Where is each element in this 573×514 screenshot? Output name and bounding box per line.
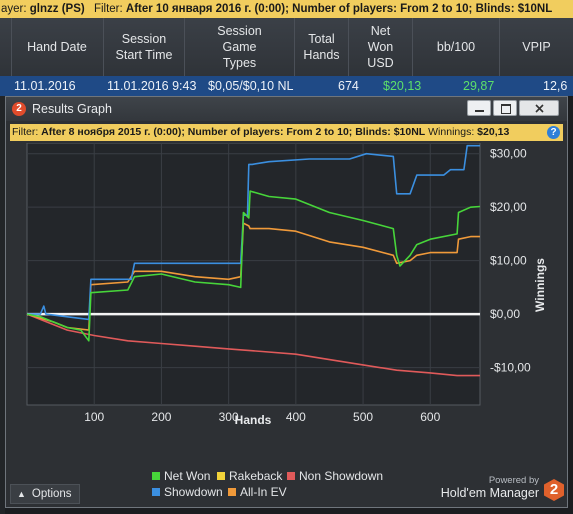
x-tick-label: 500: [353, 410, 373, 424]
winnings-value: $20,13: [477, 126, 510, 138]
y-tick-label: $10,00: [490, 254, 527, 268]
col-total-hands[interactable]: Total Hands: [295, 18, 349, 76]
legend-swatch: [217, 472, 225, 480]
y-axis-ticks: $30,00 $20,00 $10,00 $0,00 -$10,00: [490, 147, 531, 375]
chevron-up-icon: ▲: [17, 489, 26, 499]
y-tick-label: $20,00: [490, 200, 527, 214]
maximize-button[interactable]: [493, 100, 517, 116]
x-axis-ticks: 100 200 300 400 500 600: [84, 410, 440, 424]
x-tick-label: 300: [219, 410, 239, 424]
header-corner: [0, 18, 12, 76]
results-chart: 100 200 300 400 500 600 $30,00 $20,00 $10,00 $0,…: [26, 143, 547, 427]
col-hand-date[interactable]: Hand Date: [11, 18, 104, 76]
series-line-non-showdown: [26, 313, 480, 377]
col-vpip[interactable]: VPIP: [522, 40, 551, 54]
col-session-game-types[interactable]: Session Game Types: [185, 18, 295, 76]
close-button[interactable]: [519, 100, 559, 116]
window-titlebar[interactable]: 2 Results Graph: [6, 97, 567, 121]
cell-bb100: 29,87: [463, 79, 495, 93]
cell-total-hands: 674: [338, 79, 359, 93]
x-tick-label: 400: [286, 410, 306, 424]
cell-net-won: $20,13: [383, 79, 422, 93]
minimize-icon: [475, 110, 484, 112]
plot-area: [26, 143, 481, 406]
graph-filter-bar: Filter: After 8 ноября 2015 г. (0:00); N…: [10, 124, 563, 141]
y-tick-label: $0,00: [490, 307, 520, 321]
powered-by-label: Powered by: [488, 475, 539, 486]
series-line-showdown: [27, 144, 480, 321]
window-title: Results Graph: [32, 102, 112, 116]
options-button[interactable]: ▲ Options: [10, 484, 80, 504]
legend-non-showdown[interactable]: Non Showdown: [287, 469, 383, 483]
col-session-start-time[interactable]: Session Start Time: [104, 18, 185, 76]
player-name: glnzz (PS): [29, 3, 85, 15]
y-axis-label: Winnings: [533, 258, 547, 312]
legend-swatch: [152, 472, 160, 480]
cell-game-types: $0,05/$0,10 NL: [208, 79, 294, 93]
x-axis-label: Hands: [235, 413, 272, 427]
x-tick-label: 600: [420, 410, 440, 424]
legend-rakeback[interactable]: Rakeback: [217, 469, 282, 483]
legend-swatch: [152, 488, 160, 496]
hem-logo-icon: 2: [544, 479, 564, 501]
minimize-button[interactable]: [467, 100, 491, 116]
series-line-all-in-ev: [26, 222, 480, 331]
cell-hand-date: 11.01.2016: [14, 79, 76, 93]
col-net-won-usd[interactable]: Net Won USD: [349, 18, 413, 76]
y-tick-label: $30,00: [490, 147, 527, 161]
player-label: ayer:: [1, 3, 27, 15]
hm2-logo-icon: 2: [12, 102, 26, 116]
close-icon: [535, 104, 544, 113]
results-graph-window[interactable]: 2 Results Graph Filter: After 8 ноября 2…: [5, 96, 568, 508]
table-row[interactable]: 11.01.2016 11.01.2016 9:43 $0,05/$0,10 N…: [0, 76, 573, 96]
brand-name: Hold'em Manager: [440, 486, 539, 500]
x-tick-label: 200: [151, 410, 171, 424]
legend-all-in-ev[interactable]: All-In EV: [228, 485, 287, 499]
global-filter-bar: ayer: glnzz (PS) Filter: After 10 января…: [0, 0, 573, 18]
y-tick-label: -$10,00: [490, 361, 531, 375]
help-icon[interactable]: ?: [547, 126, 560, 139]
legend-swatch: [228, 488, 236, 496]
maximize-icon: [501, 104, 511, 114]
winnings-label: Winnings:: [428, 126, 475, 138]
graph-filter-text: After 8 ноября 2015 г. (0:00); Number of…: [41, 126, 426, 138]
left-panel-edge: [0, 96, 5, 514]
series-line-net-won: [26, 190, 481, 342]
cell-vpip: 12,6: [543, 79, 568, 93]
series-lines: [26, 144, 481, 377]
filter-label: Filter:: [93, 3, 123, 15]
filter-text: After 10 января 2016 г. (0:00); Number o…: [125, 3, 553, 15]
graph-filter-label: Filter:: [12, 126, 39, 138]
legend-swatch: [287, 472, 295, 480]
legend-net-won[interactable]: Net Won: [152, 469, 210, 483]
sessions-table-header: Hand Date Session Start Time Session Gam…: [0, 18, 573, 77]
cell-start-time: 11.01.2016 9:43: [107, 79, 197, 93]
col-bb100[interactable]: bb/100: [413, 18, 500, 76]
legend-showdown[interactable]: Showdown: [152, 485, 223, 499]
x-tick-label: 100: [84, 410, 104, 424]
